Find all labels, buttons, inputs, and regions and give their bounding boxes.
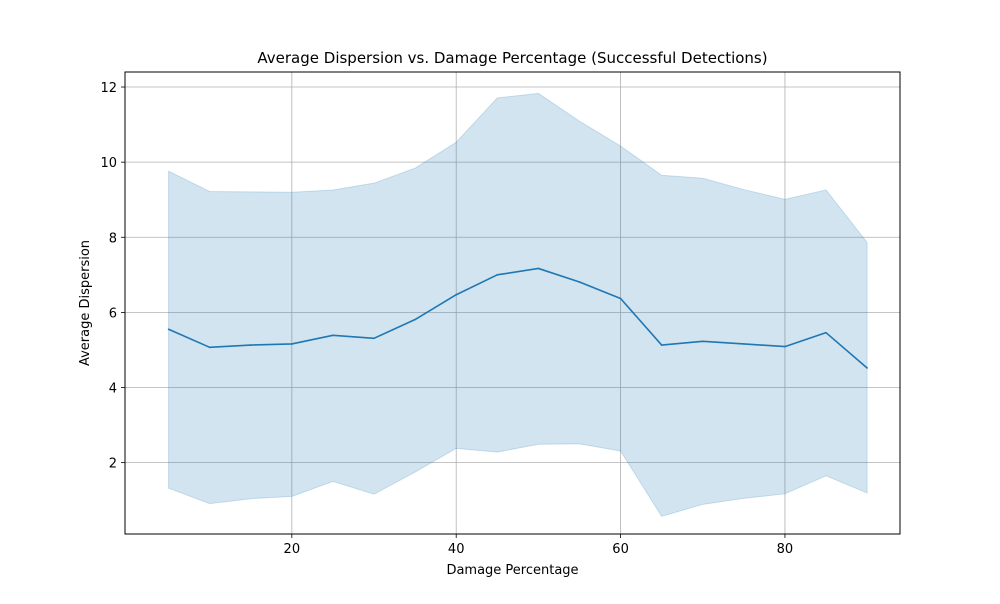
data-point <box>660 344 663 346</box>
mean-line <box>168 267 868 369</box>
confidence-band <box>168 92 868 517</box>
data-point <box>208 346 211 349</box>
data-point <box>619 297 622 300</box>
grid <box>125 72 900 534</box>
y-tick-label: 12 <box>100 81 117 96</box>
data-point <box>537 267 540 270</box>
y-tick-label: 2 <box>109 457 117 472</box>
data-point <box>373 337 375 340</box>
data-point <box>701 340 704 343</box>
axis-ticks: 20 40 60 80 2 4 6 8 10 12 <box>100 81 793 557</box>
data-point <box>825 331 827 334</box>
x-axis-label: Damage Percentage <box>446 563 578 578</box>
y-tick-label: 4 <box>109 382 117 397</box>
data-point <box>496 274 499 276</box>
chart-title: Average Dispersion vs. Damage Percentage… <box>257 49 767 67</box>
x-tick-label: 40 <box>448 542 465 557</box>
data-point <box>784 345 786 348</box>
confidence-band-area <box>168 92 868 517</box>
x-tick-label: 20 <box>284 542 301 557</box>
x-tick-label: 80 <box>777 542 794 557</box>
y-tick-label: 6 <box>109 306 117 321</box>
plot-frame <box>124 71 901 535</box>
y-axis-label: Average Dispersion <box>78 240 93 366</box>
y-tick-label: 8 <box>109 231 117 246</box>
data-point <box>332 334 334 337</box>
data-point <box>414 318 416 321</box>
data-point <box>455 293 458 296</box>
data-point <box>291 343 293 345</box>
x-tick-label: 60 <box>612 542 629 557</box>
y-tick-label: 10 <box>100 156 117 171</box>
data-point <box>866 367 868 369</box>
data-point <box>167 328 170 331</box>
data-point <box>743 343 745 345</box>
data-point <box>578 281 581 283</box>
data-point <box>249 344 252 346</box>
series-line <box>167 267 868 369</box>
